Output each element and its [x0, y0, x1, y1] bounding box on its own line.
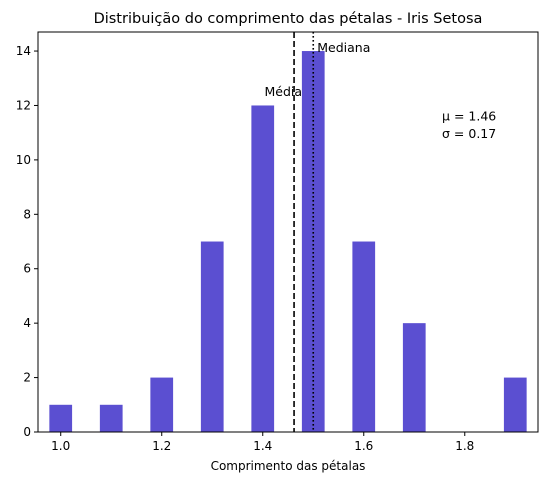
y-tick-label: 6 [23, 262, 31, 276]
mean-label: Média [265, 84, 303, 99]
y-tick-label: 4 [23, 316, 31, 330]
y-tick-label: 12 [16, 98, 31, 112]
plot-frame [37, 31, 539, 433]
y-tick-label: 10 [16, 153, 31, 167]
mu-stat-label: μ = 1.46 [442, 108, 496, 123]
sigma-stat-label: σ = 0.17 [442, 126, 496, 141]
x-tick-label: 1.8 [455, 439, 474, 453]
histogram-bar [99, 404, 123, 432]
x-axis-label: Comprimento das pétalas [211, 459, 366, 473]
x-tick-label: 1.6 [354, 439, 373, 453]
y-tick-label: 2 [23, 371, 31, 385]
x-tick-label: 1.0 [51, 439, 70, 453]
y-tick-label: 0 [23, 425, 31, 439]
y-tick-label: 8 [23, 207, 31, 221]
chart-title: Distribuição do comprimento das pétalas … [94, 11, 483, 27]
histogram-bar [251, 105, 275, 432]
histogram-bar [150, 377, 174, 432]
y-tick-label: 14 [16, 44, 31, 58]
histogram-bar [352, 241, 376, 432]
histogram-bar [402, 323, 426, 432]
x-tick-label: 1.4 [253, 439, 272, 453]
median-label: Mediana [317, 40, 370, 55]
histogram-bar [503, 377, 527, 432]
histogram-bar [200, 241, 224, 432]
histogram-bar [49, 404, 73, 432]
x-tick-label: 1.2 [152, 439, 171, 453]
